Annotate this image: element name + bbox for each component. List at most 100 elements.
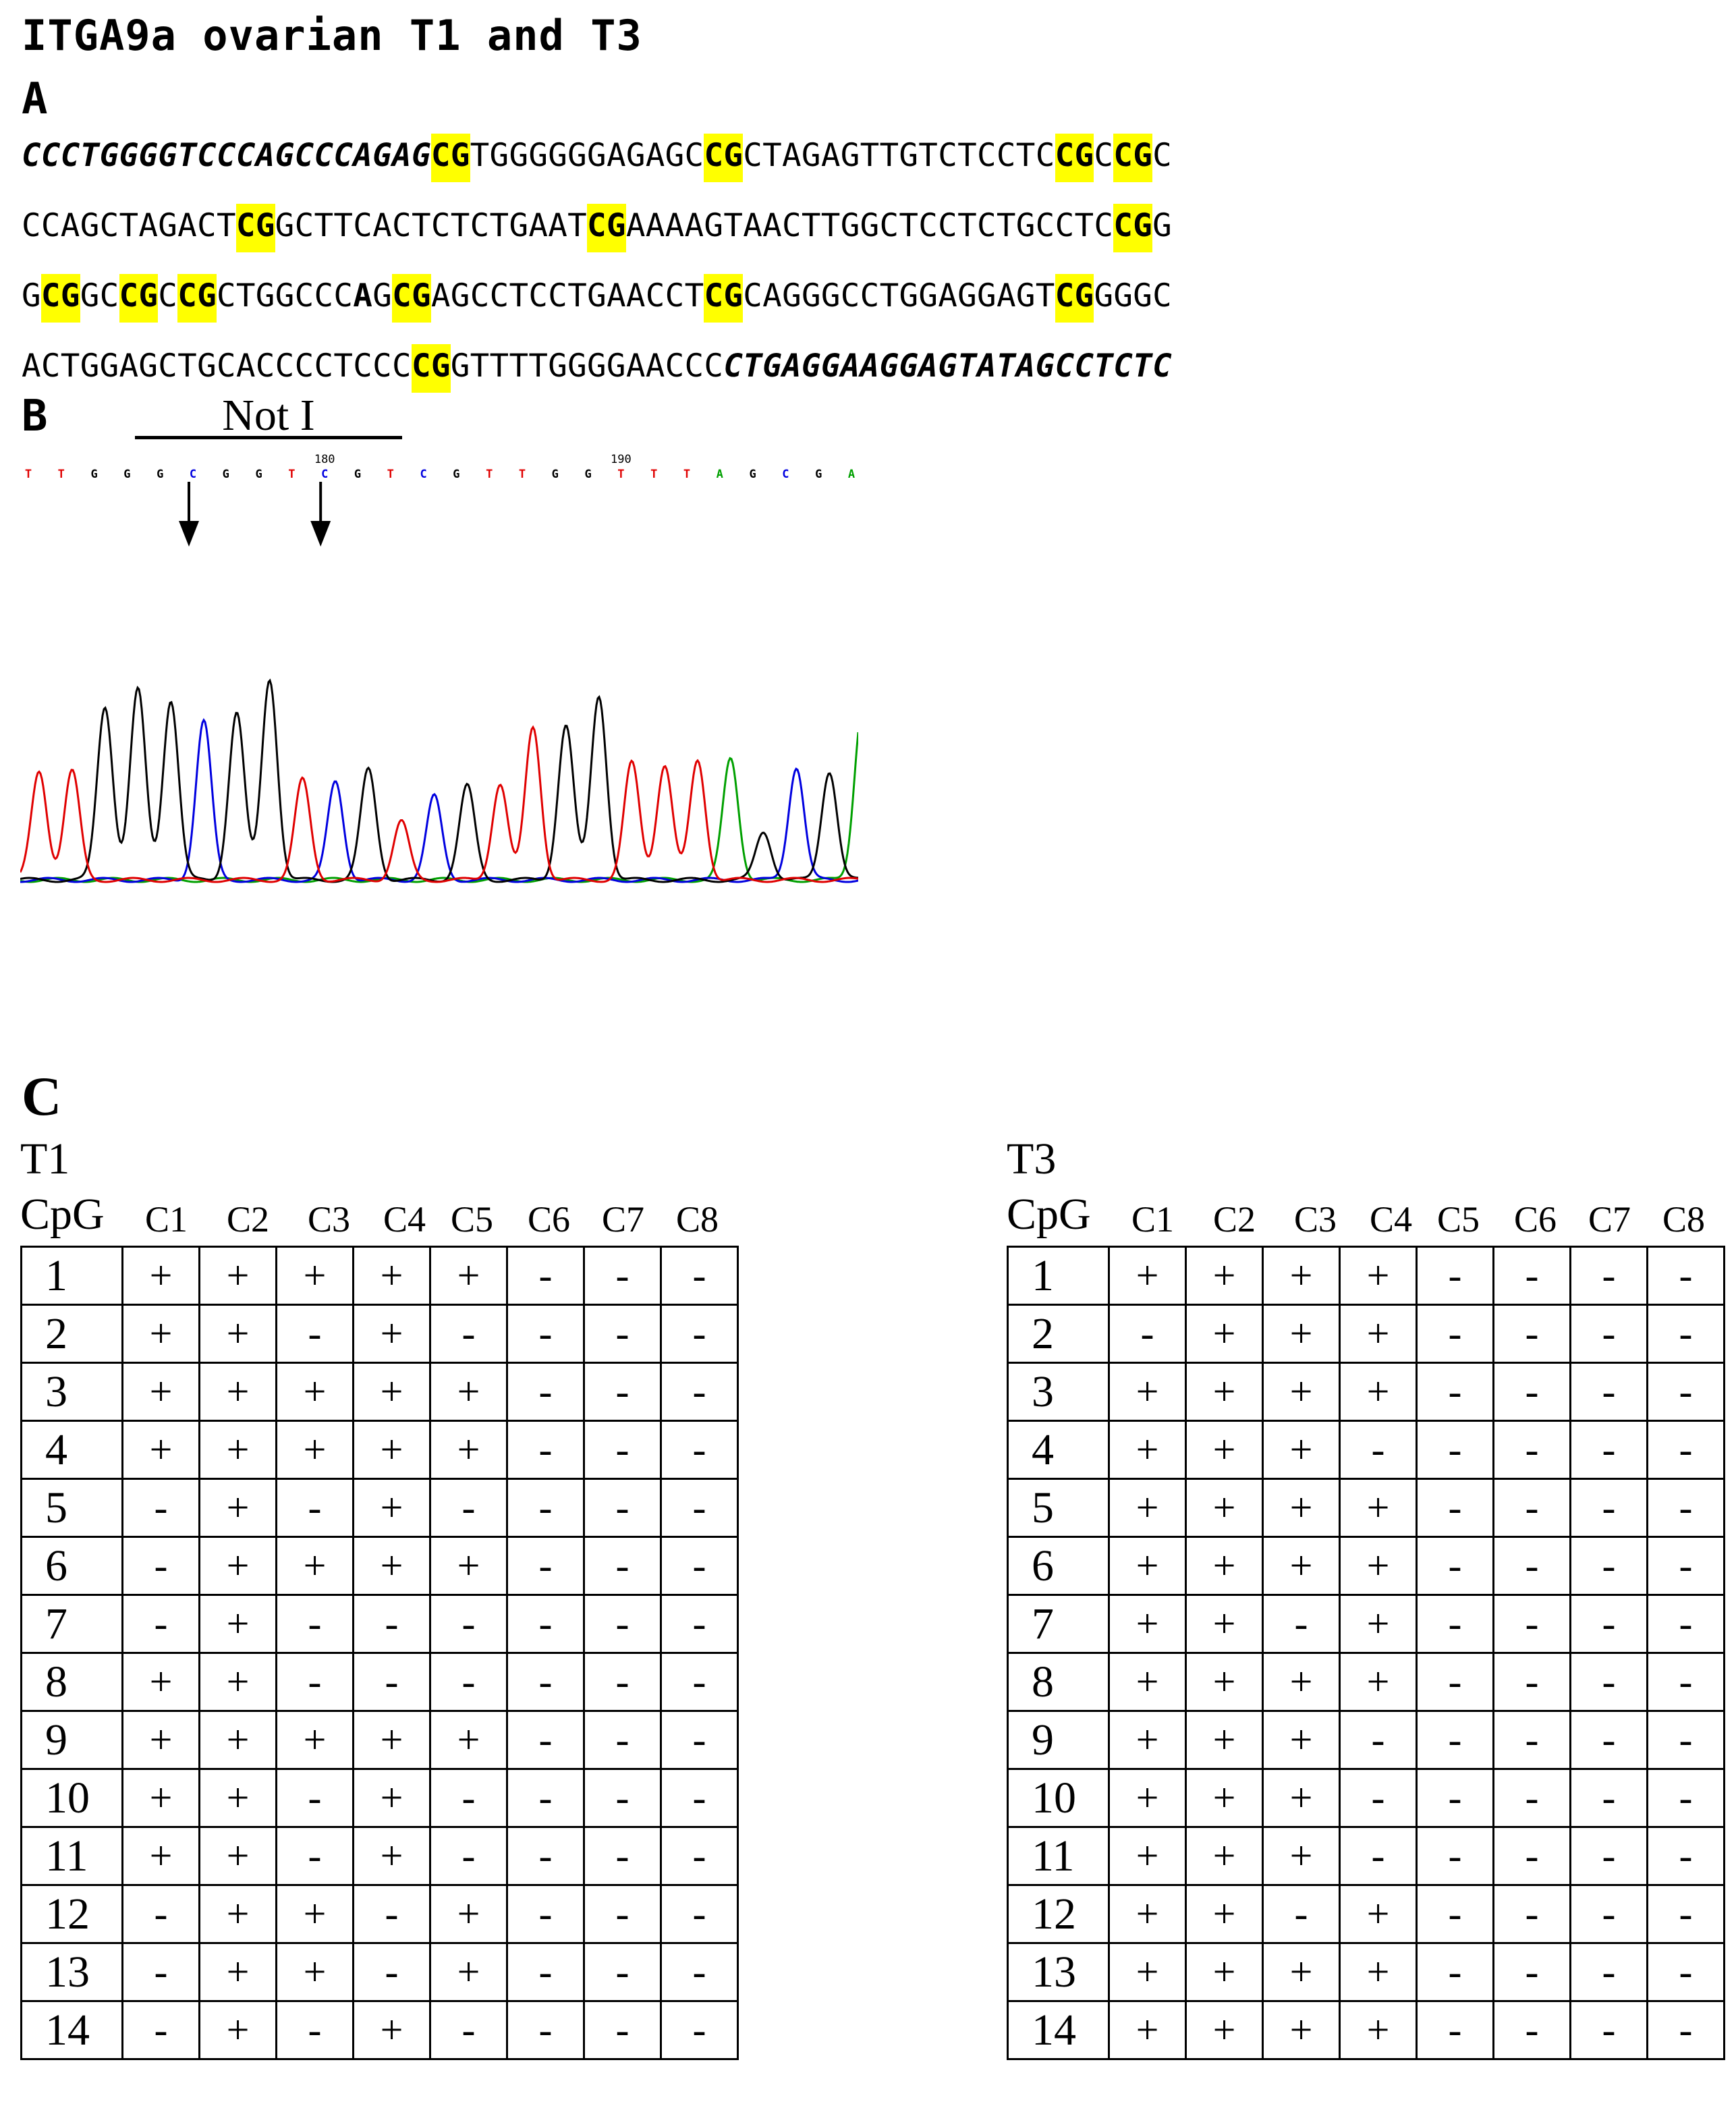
cpg-site: CG [392, 274, 431, 323]
base-call: G [453, 468, 459, 481]
methylation-cell: + [198, 1478, 277, 1538]
methylation-cell: - [660, 1362, 739, 1422]
methylation-cell: - [660, 1536, 739, 1596]
methylation-cell: - [583, 1362, 662, 1422]
methylation-cell: + [1339, 1304, 1418, 1364]
methylation-cell: - [583, 1478, 662, 1538]
sequence-segment: A [353, 277, 373, 314]
table-row: 3 + + + + - - - - [1007, 1362, 1725, 1422]
table-row: 14 + + + + - - - - [1007, 2000, 1725, 2060]
cpg-number: 4 [1007, 1420, 1110, 1480]
methylation-cell: - [1492, 1710, 1571, 1770]
methylation-cell: + [198, 2000, 277, 2060]
methylation-cell: - [1646, 1420, 1725, 1480]
clone-column-header: C4 [1370, 1199, 1413, 1240]
methylation-cell: + [1262, 1304, 1341, 1364]
methylation-cell: - [1262, 1594, 1341, 1654]
trace-t [20, 725, 858, 883]
methylation-cell: - [1569, 1652, 1648, 1712]
methylation-cell: + [352, 1768, 431, 1828]
methylation-cell: - [660, 1826, 739, 1886]
methylation-cell: + [198, 1594, 277, 1654]
trace-c [20, 718, 858, 883]
methylation-cell: + [275, 1420, 354, 1480]
methylation-cell: - [1569, 1246, 1648, 1306]
methylation-cell: - [1492, 1420, 1571, 1480]
methylation-cell: - [275, 1304, 354, 1364]
methylation-cell: - [583, 1710, 662, 1770]
base-call: T [519, 468, 526, 481]
methylation-cell: - [429, 1304, 508, 1364]
methylation-cell: - [660, 1942, 739, 2002]
methylation-cell: - [506, 1420, 585, 1480]
methylation-cell: - [583, 1304, 662, 1364]
table-row: 7- + - - - - - - [20, 1594, 739, 1654]
methylation-cell: - [1416, 1420, 1494, 1480]
methylation-cell: + [429, 1884, 508, 1944]
methylation-cell: + [1262, 1478, 1341, 1538]
methylation-cell: - [583, 1246, 662, 1306]
not-i-site-label: Not I [222, 391, 315, 440]
methylation-cell: + [1185, 1768, 1264, 1828]
sequence-segment: TGGGGGGAGAGC [470, 137, 704, 174]
cpg-number: 5 [20, 1478, 123, 1538]
methylation-cell: - [1569, 1768, 1648, 1828]
methylation-cell: - [506, 1652, 585, 1712]
methylation-cell: + [1339, 1246, 1418, 1306]
methylation-cell: - [429, 1652, 508, 1712]
cpg-number: 12 [20, 1884, 123, 1944]
cpg-number: 11 [1007, 1826, 1110, 1886]
methylation-cell: - [1492, 1304, 1571, 1364]
arrow-icon [179, 482, 199, 547]
methylation-cell: + [121, 1768, 200, 1828]
methylation-cell: + [198, 1942, 277, 2002]
table-row: 6 + + + + - - - - [1007, 1536, 1725, 1596]
methylation-cell: - [1416, 1942, 1494, 2002]
clone-column-header: C5 [451, 1199, 494, 1240]
methylation-cell: - [660, 1246, 739, 1306]
clone-column-header: C1 [145, 1199, 188, 1240]
cpg-site: CG [1055, 134, 1094, 182]
methylation-cell: - [1416, 1594, 1494, 1654]
methylation-cell: + [1339, 2000, 1418, 2060]
methylation-cell: - [1569, 1420, 1648, 1480]
clone-column-header: C7 [602, 1199, 645, 1240]
primer-segment: CTGAGGAAGGAGTATAGCCTCTC [723, 348, 1172, 385]
cpg-number: 9 [1007, 1710, 1110, 1770]
methylation-cell: + [121, 1652, 200, 1712]
methylation-cell: + [429, 1420, 508, 1480]
base-call: A [717, 468, 723, 481]
methylation-cell: - [275, 2000, 354, 2060]
primer-segment: CCCTGGGGTCCCAGCCCAGAG [22, 137, 431, 174]
methylation-cell: + [275, 1246, 354, 1306]
methylation-cell: + [1262, 1246, 1341, 1306]
methylation-cell: - [1339, 1768, 1418, 1828]
methylation-cell: - [506, 1884, 585, 1944]
methylation-cell: + [1339, 1594, 1418, 1654]
panel-c-label: C [22, 1065, 62, 1127]
clone-column-header: C3 [1294, 1199, 1337, 1240]
table-row: 4 + + + - - - - - [1007, 1420, 1725, 1480]
methylation-cell: - [660, 1420, 739, 1480]
cpg-number: 7 [1007, 1594, 1110, 1654]
sequence-segment: CTAGAGTTGTCTCCTC [743, 137, 1055, 174]
methylation-cell: - [1646, 1826, 1725, 1886]
methylation-cell: + [198, 1710, 277, 1770]
methylation-cell: - [506, 2000, 585, 2060]
cpg-site: CG [411, 344, 451, 393]
clone-column-header: C4 [383, 1199, 426, 1240]
base-call: G [123, 468, 130, 481]
methylation-cell: + [121, 1362, 200, 1422]
methylation-cell: + [1108, 1594, 1187, 1654]
methylation-cell: + [1185, 1304, 1264, 1364]
methylation-cell: + [1185, 2000, 1264, 2060]
base-call: T [288, 468, 295, 481]
table-row: 4 + + + + + - - - [20, 1420, 739, 1480]
clone-column-header: C3 [308, 1199, 351, 1240]
methylation-cell: - [1646, 1362, 1725, 1422]
base-call: T [58, 468, 65, 481]
methylation-cell: + [1108, 1246, 1187, 1306]
table-row: 10 + + + - - - - - [1007, 1768, 1725, 1828]
trace-g [20, 678, 858, 883]
methylation-cell: - [1569, 1884, 1648, 1944]
